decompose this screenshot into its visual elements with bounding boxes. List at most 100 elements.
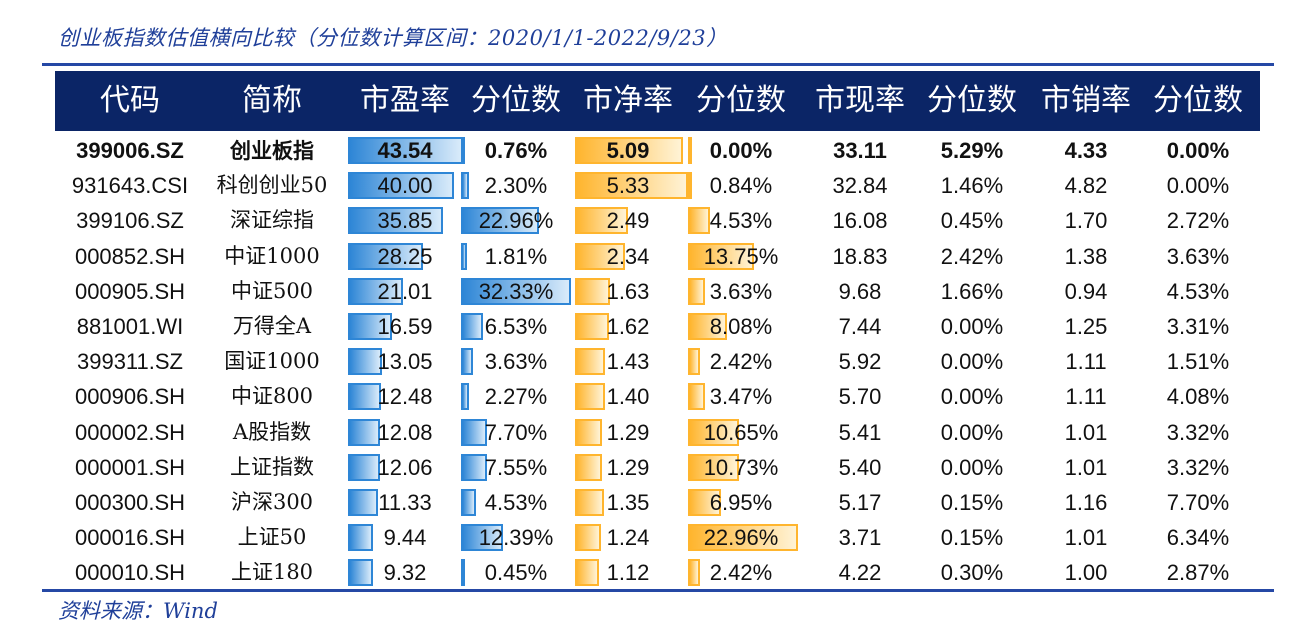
pe-bar bbox=[348, 172, 454, 200]
cell-code: 000300.SH bbox=[74, 490, 186, 515]
cell-ps-pct: 7.70% bbox=[1166, 490, 1230, 515]
pe-pct-bar bbox=[461, 383, 469, 411]
cell-pb-pct: 0.84% bbox=[709, 173, 773, 199]
cell-ps: 1.01 bbox=[1064, 525, 1108, 551]
cell-ps-pct: 3.32% bbox=[1166, 419, 1230, 445]
cell-pe: 11.33 bbox=[378, 490, 432, 515]
cell-name: 中证1000 bbox=[224, 243, 320, 268]
pb-pct-bar bbox=[688, 277, 706, 305]
pb-pct-bar bbox=[688, 137, 692, 164]
cell-pb: 1.35 bbox=[606, 490, 650, 515]
pe-bar bbox=[348, 489, 378, 516]
pe-pct-bar bbox=[461, 207, 540, 235]
header-pb-pct: 分位数 bbox=[696, 83, 786, 118]
top-rule bbox=[42, 63, 1274, 66]
pe-bar bbox=[348, 207, 443, 235]
cell-pe: 28.25 bbox=[377, 243, 433, 269]
cell-ps-pct: 2.72% bbox=[1166, 208, 1230, 234]
cell-pc: 5.70 bbox=[838, 384, 882, 410]
cell-code: 000016.SH bbox=[74, 525, 186, 551]
pe-pct-bar bbox=[461, 418, 488, 446]
cell-pe: 40.00 bbox=[377, 173, 433, 199]
pe-pct-bar bbox=[461, 559, 465, 587]
cell-code: 881001.WI bbox=[76, 314, 184, 339]
cell-pb-pct: 4.53% bbox=[709, 208, 773, 234]
cell-pc-pct: 2.42% bbox=[940, 243, 1004, 269]
header-pc-pct: 分位数 bbox=[927, 83, 1017, 118]
header-code: 代码 bbox=[100, 83, 160, 118]
cell-ps-pct: 4.08% bbox=[1166, 384, 1230, 410]
cell-pb: 1.62 bbox=[606, 314, 650, 339]
pe-pct-bar bbox=[461, 313, 484, 340]
cell-pb-pct: 10.65% bbox=[703, 419, 779, 445]
cell-pe-pct: 2.30% bbox=[484, 173, 548, 199]
table-header bbox=[55, 71, 1260, 131]
pe-bar bbox=[348, 348, 383, 376]
cell-pe-pct: 0.45% bbox=[484, 560, 548, 586]
header-ps-pct: 分位数 bbox=[1153, 83, 1243, 118]
cell-name: 科创创业50 bbox=[216, 173, 328, 198]
cell-name: 万得全A bbox=[232, 314, 312, 338]
pb-bar bbox=[575, 418, 603, 446]
cell-pc: 4.22 bbox=[838, 560, 882, 586]
cell-pc: 33.11 bbox=[833, 138, 887, 163]
pb-pct-bar bbox=[688, 207, 710, 235]
cell-pc-pct: 0.00% bbox=[940, 419, 1004, 445]
pb-bar bbox=[575, 137, 683, 164]
cell-ps: 1.11 bbox=[1065, 384, 1107, 410]
cell-code: 000010.SH bbox=[74, 560, 186, 586]
cell-pc: 7.44 bbox=[838, 314, 882, 339]
cell-code: 931643.CSI bbox=[71, 173, 189, 199]
cell-ps-pct: 4.53% bbox=[1166, 278, 1230, 304]
cell-code: 399106.SZ bbox=[76, 208, 184, 234]
pe-bar bbox=[348, 277, 404, 305]
cell-ps: 1.00 bbox=[1064, 560, 1108, 586]
pb-bar bbox=[575, 453, 603, 481]
pe-bar bbox=[348, 383, 381, 411]
cell-pe: 35.85 bbox=[377, 208, 433, 234]
cell-name: 中证800 bbox=[230, 384, 314, 409]
cell-name: 上证180 bbox=[230, 560, 314, 585]
cell-pb-pct: 2.42% bbox=[709, 560, 773, 586]
cell-code: 000002.SH bbox=[74, 419, 186, 445]
cell-pb-pct: 10.73% bbox=[703, 454, 779, 480]
pe-bar bbox=[348, 313, 392, 340]
pb-bar bbox=[575, 524, 602, 552]
header-name: 简称 bbox=[242, 83, 302, 118]
cell-pe: 12.08 bbox=[377, 419, 433, 445]
cell-name: 国证1000 bbox=[224, 349, 320, 374]
cell-pb: 5.09 bbox=[606, 138, 650, 163]
cell-pb: 1.40 bbox=[606, 384, 650, 410]
cell-pe-pct: 3.63% bbox=[484, 349, 548, 375]
pb-bar bbox=[575, 172, 688, 200]
pb-pct-bar bbox=[688, 383, 705, 411]
pe-pct-bar bbox=[461, 172, 469, 200]
pb-bar bbox=[575, 489, 604, 516]
cell-pc-pct: 0.15% bbox=[940, 490, 1004, 515]
cell-pc: 5.41 bbox=[838, 419, 882, 445]
cell-pc-pct: 0.00% bbox=[940, 349, 1004, 375]
pb-bar bbox=[575, 242, 625, 270]
cell-pe: 13.05 bbox=[377, 349, 433, 375]
cell-name: 创业板指 bbox=[230, 138, 314, 163]
pb-bar bbox=[575, 277, 610, 305]
cell-pb-pct: 8.08% bbox=[709, 314, 773, 339]
cell-pb: 1.63 bbox=[606, 278, 650, 304]
pe-bar bbox=[348, 453, 380, 481]
cell-pb: 1.43 bbox=[606, 349, 650, 375]
cell-pb-pct: 0.00% bbox=[709, 138, 773, 163]
cell-pc-pct: 0.30% bbox=[940, 560, 1004, 586]
cell-ps: 0.94 bbox=[1064, 278, 1108, 304]
cell-ps: 4.33 bbox=[1064, 138, 1108, 163]
cell-name: 上证50 bbox=[237, 525, 307, 550]
cell-pe-pct: 1.81% bbox=[484, 243, 548, 269]
cell-pc-pct: 5.29% bbox=[940, 138, 1004, 163]
pb-pct-bar bbox=[688, 418, 740, 446]
pe-pct-bar bbox=[461, 348, 474, 376]
pe-bar bbox=[348, 418, 380, 446]
pb-pct-bar bbox=[688, 524, 798, 552]
cell-name: 上证指数 bbox=[230, 454, 314, 479]
pe-pct-bar bbox=[461, 489, 477, 516]
cell-pe: 43.54 bbox=[377, 138, 433, 163]
cell-pe: 9.44 bbox=[383, 525, 427, 551]
